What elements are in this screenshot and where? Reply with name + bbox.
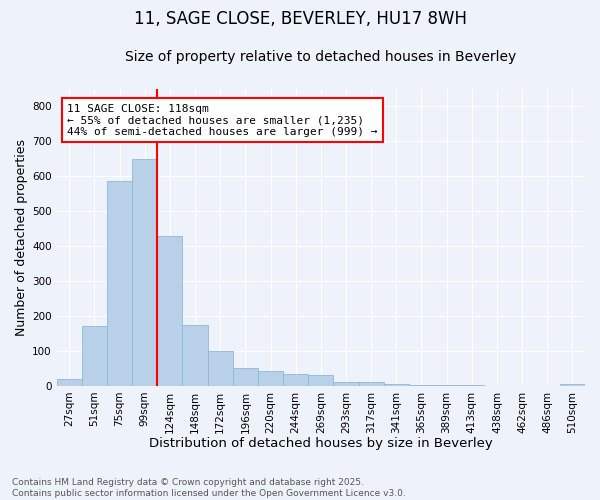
Text: Contains HM Land Registry data © Crown copyright and database right 2025.
Contai: Contains HM Land Registry data © Crown c…	[12, 478, 406, 498]
Bar	[107, 182, 132, 386]
Bar	[233, 368, 258, 386]
Bar	[283, 374, 308, 386]
Bar	[157, 236, 182, 386]
Text: 11 SAGE CLOSE: 118sqm
← 55% of detached houses are smaller (1,235)
44% of semi-d: 11 SAGE CLOSE: 118sqm ← 55% of detached …	[67, 104, 378, 137]
Bar	[308, 376, 334, 386]
X-axis label: Distribution of detached houses by size in Beverley: Distribution of detached houses by size …	[149, 437, 493, 450]
Text: 11, SAGE CLOSE, BEVERLEY, HU17 8WH: 11, SAGE CLOSE, BEVERLEY, HU17 8WH	[133, 10, 467, 28]
Bar	[82, 326, 107, 386]
Bar	[334, 382, 359, 386]
Y-axis label: Number of detached properties: Number of detached properties	[15, 139, 28, 336]
Bar	[132, 160, 157, 386]
Bar	[359, 382, 384, 386]
Title: Size of property relative to detached houses in Beverley: Size of property relative to detached ho…	[125, 50, 517, 64]
Bar	[208, 351, 233, 386]
Bar	[56, 379, 82, 386]
Bar	[182, 324, 208, 386]
Bar	[258, 371, 283, 386]
Bar	[409, 385, 434, 386]
Bar	[384, 384, 409, 386]
Bar	[560, 384, 585, 386]
